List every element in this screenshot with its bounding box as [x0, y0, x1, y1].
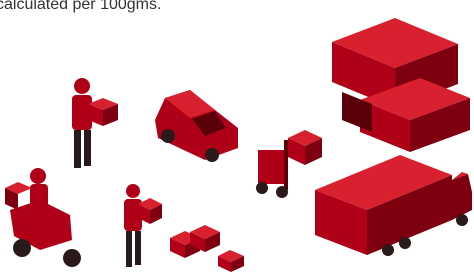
- forklift: [256, 130, 322, 198]
- boxes: [170, 225, 244, 272]
- page: calculated per 100gms.: [0, 0, 474, 274]
- scooter: [5, 168, 81, 267]
- containers: [332, 18, 470, 152]
- illustration: [0, 0, 474, 274]
- car: [155, 90, 238, 162]
- porter: [124, 184, 162, 267]
- truck: [315, 155, 472, 256]
- delivery-man: [72, 78, 118, 168]
